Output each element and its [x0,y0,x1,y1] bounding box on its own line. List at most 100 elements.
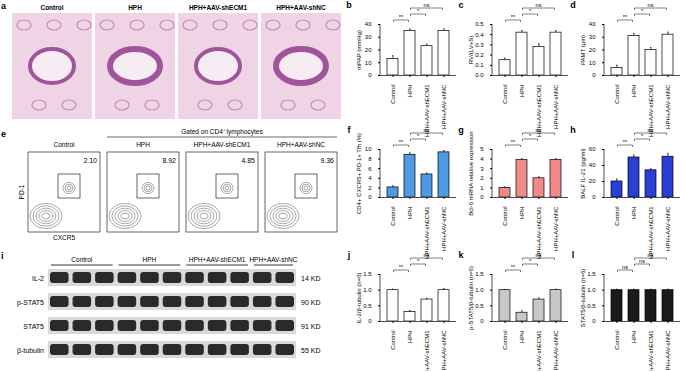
svg-text:Control: Control [614,85,620,104]
svg-text:HPH+AAV-shECM1: HPH+AAV-shECM1 [648,330,654,371]
svg-text:0.5: 0.5 [587,303,596,309]
svg-text:*: * [641,8,644,14]
svg-text:ns: ns [424,127,430,133]
svg-text:BALF IL-21 (pg/ml): BALF IL-21 (pg/ml) [580,148,586,199]
svg-text:HPH: HPH [128,4,142,11]
svg-text:2: 2 [368,185,372,191]
svg-text:e: e [1,129,6,139]
svg-text:*: * [417,258,420,264]
svg-text:HPH: HPH [136,141,150,148]
svg-text:**: ** [511,139,516,145]
svg-text:Control: Control [502,207,508,226]
svg-text:HPH: HPH [407,207,413,220]
svg-text:j: j [347,250,351,260]
svg-text:STAT5/β-tubulin (n=6): STAT5/β-tubulin (n=6) [580,269,586,327]
svg-text:0: 0 [592,194,596,200]
svg-text:9.36: 9.36 [320,157,334,164]
svg-text:HPH+AAV-shNC: HPH+AAV-shNC [553,330,559,371]
svg-text:**: ** [399,139,404,145]
svg-text:ns: ns [536,252,542,258]
svg-text:8: 8 [368,156,372,162]
svg-text:HPH+AAV-shNC: HPH+AAV-shNC [665,84,671,129]
svg-text:1.5: 1.5 [587,271,596,277]
svg-text:0.2: 0.2 [475,52,484,58]
svg-text:30: 30 [589,34,596,40]
svg-text:Control: Control [54,141,76,148]
svg-text:0.0: 0.0 [475,72,484,78]
svg-text:20: 20 [589,47,596,53]
svg-text:1.0: 1.0 [587,287,596,293]
svg-text:i: i [1,251,4,261]
svg-text:HPH+AAV-shNC: HPH+AAV-shNC [441,206,447,251]
svg-text:RV/(LV+S): RV/(LV+S) [468,36,474,64]
svg-text:CXCR5: CXCR5 [53,234,75,241]
svg-text:1.0: 1.0 [363,287,372,293]
svg-text:HPH+AAV-shNC: HPH+AAV-shNC [249,256,297,263]
svg-text:60: 60 [589,146,596,152]
svg-text:HPH+AAV-shECM1: HPH+AAV-shECM1 [189,4,248,11]
svg-text:HPH+AAV-shNC: HPH+AAV-shNC [553,206,559,251]
svg-text:*: * [529,133,532,139]
svg-text:p-STAT5: p-STAT5 [17,299,44,307]
svg-text:0.3: 0.3 [475,42,484,48]
svg-text:0: 0 [480,194,484,200]
svg-text:ns: ns [622,264,628,270]
svg-text:c: c [458,0,463,10]
svg-text:ns: ns [424,2,430,8]
svg-text:Control: Control [502,85,508,104]
svg-text:HPH: HPH [631,85,637,98]
svg-text:HPH: HPH [519,331,525,344]
svg-text:HPH+AAV-shECM1: HPH+AAV-shECM1 [536,330,542,371]
svg-text:ns: ns [648,252,654,258]
svg-text:PAMT (μm): PAMT (μm) [580,35,586,65]
svg-text:2: 2 [480,175,484,181]
svg-text:1.5: 1.5 [475,271,484,277]
svg-text:55 KD: 55 KD [301,347,320,354]
svg-text:Control: Control [614,207,620,226]
svg-text:HPH: HPH [407,331,413,344]
svg-text:4: 4 [480,156,484,162]
svg-text:HPH+AAV-shNC: HPH+AAV-shNC [665,330,671,371]
svg-text:Control: Control [614,331,620,350]
svg-text:HPH+AAV-shNC: HPH+AAV-shNC [441,84,447,129]
svg-text:Control: Control [71,256,93,263]
svg-text:k: k [458,250,464,260]
svg-text:4.85: 4.85 [241,157,255,164]
svg-text:CD4+ CXCR5+ PD-1+ Tfh (%): CD4+ CXCR5+ PD-1+ Tfh (%) [356,133,362,214]
svg-text:20: 20 [589,178,596,184]
svg-text:1: 1 [480,185,484,191]
svg-text:0: 0 [368,318,372,324]
svg-text:**: ** [623,139,628,145]
svg-text:g: g [458,125,464,135]
svg-text:HPH: HPH [631,207,637,220]
svg-text:**: ** [399,14,404,20]
svg-text:ns: ns [639,258,645,264]
svg-text:6: 6 [368,166,372,172]
svg-text:h: h [570,125,576,135]
svg-text:f: f [348,125,352,135]
svg-text:HPH+AAV-shNC: HPH+AAV-shNC [277,141,325,148]
svg-text:HPH: HPH [519,85,525,98]
svg-text:0: 0 [592,72,596,78]
svg-text:HPH: HPH [631,331,637,344]
svg-text:IL-2/β-tubulin (n=6): IL-2/β-tubulin (n=6) [356,273,362,324]
svg-text:0.5: 0.5 [475,21,484,27]
svg-text:1.0: 1.0 [475,287,484,293]
svg-text:**: ** [399,264,404,270]
svg-text:d: d [570,0,576,10]
svg-text:HPH+AAV-shNC: HPH+AAV-shNC [553,84,559,129]
svg-text:40: 40 [589,162,596,168]
svg-text:Bcl-6 mRNA relative expression: Bcl-6 mRNA relative expression [468,131,474,215]
svg-text:8.92: 8.92 [162,157,176,164]
svg-text:p-STAT5/β-tubulin (n=6): p-STAT5/β-tubulin (n=6) [468,266,474,330]
svg-text:ns: ns [536,127,542,133]
svg-text:0.5: 0.5 [363,303,372,309]
svg-text:HPH+AAV-shNC: HPH+AAV-shNC [276,4,326,11]
svg-text:HPH+AAV-shECM1: HPH+AAV-shECM1 [648,206,654,259]
svg-text:Gated on CD4⁺ lymphocytes: Gated on CD4⁺ lymphocytes [181,128,263,136]
svg-text:14 KD: 14 KD [301,275,320,282]
svg-text:5: 5 [480,146,484,152]
svg-text:a: a [1,1,7,11]
svg-text:Control: Control [40,4,63,11]
svg-text:l: l [572,250,575,260]
